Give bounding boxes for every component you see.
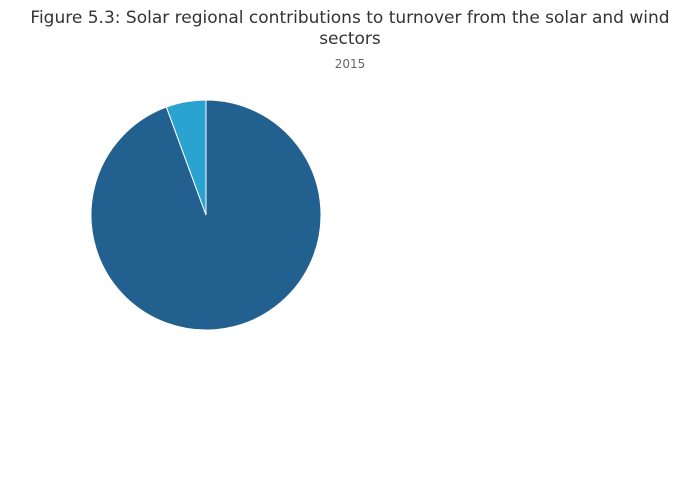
chart-subtitle: 2015: [334, 57, 366, 71]
chart-title: Figure 5.3: Solar regional contributions…: [30, 8, 670, 49]
pie-slice: [165, 99, 207, 216]
